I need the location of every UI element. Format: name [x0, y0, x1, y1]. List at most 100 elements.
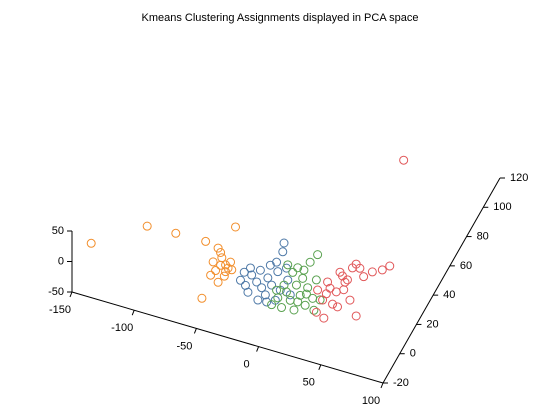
point — [221, 260, 231, 270]
x-tick — [318, 364, 322, 370]
point — [201, 236, 211, 246]
x-tick — [380, 382, 384, 389]
point — [279, 280, 289, 290]
point — [239, 267, 249, 277]
point — [263, 273, 273, 283]
point — [219, 271, 229, 281]
x-tick — [193, 328, 197, 334]
y-tick-label: -20 — [393, 377, 409, 389]
point — [291, 280, 301, 290]
x-tick-label: -100 — [111, 322, 133, 334]
point — [252, 277, 262, 287]
point — [221, 267, 231, 277]
point — [208, 257, 218, 267]
z-tick-label: 50 — [52, 225, 64, 237]
point — [288, 267, 298, 277]
y-tick-label: 120 — [510, 172, 528, 184]
chart-title: Kmeans Clustering Assignments displayed … — [142, 12, 419, 24]
point — [243, 287, 253, 297]
point — [311, 275, 321, 285]
point — [283, 260, 293, 270]
y-tick-label: 20 — [426, 318, 438, 330]
y-axis — [382, 177, 501, 384]
point — [303, 283, 313, 293]
point — [257, 283, 267, 293]
point — [399, 155, 409, 165]
x-tick — [256, 346, 260, 352]
point — [333, 302, 343, 312]
point — [313, 285, 323, 295]
x-axis — [71, 291, 384, 384]
point — [279, 238, 289, 248]
point — [206, 270, 216, 280]
point — [347, 263, 357, 273]
point — [385, 261, 395, 271]
point — [216, 247, 226, 257]
point — [305, 257, 315, 267]
point — [351, 311, 361, 321]
point — [226, 257, 236, 267]
point — [293, 263, 303, 273]
z-tick-label: -50 — [48, 286, 64, 298]
point — [328, 299, 338, 309]
z-tick-label: 0 — [58, 255, 64, 267]
x-tick — [131, 310, 135, 316]
point — [267, 300, 277, 310]
y-tick-label: 60 — [460, 260, 472, 272]
point — [273, 267, 283, 277]
point — [86, 238, 96, 248]
point — [171, 228, 181, 238]
point — [367, 267, 377, 277]
point — [299, 265, 309, 275]
point — [355, 263, 365, 273]
point — [262, 297, 272, 307]
point — [293, 297, 303, 307]
point — [211, 266, 221, 276]
point — [213, 243, 223, 253]
y-tick-label: 0 — [410, 348, 416, 360]
point — [142, 221, 152, 231]
point — [267, 280, 277, 290]
point — [345, 295, 355, 305]
y-tick-label: 80 — [477, 230, 489, 242]
x-tick-label: 0 — [244, 359, 250, 371]
point — [253, 295, 263, 305]
point — [235, 275, 245, 285]
x-tick — [69, 291, 73, 298]
point — [255, 265, 265, 275]
point — [323, 277, 333, 287]
point — [339, 285, 349, 295]
point — [197, 293, 207, 303]
point — [301, 289, 311, 299]
point — [313, 250, 323, 260]
point — [277, 303, 287, 313]
x-tick-label: -150 — [49, 304, 71, 316]
point — [231, 222, 241, 232]
point — [309, 305, 319, 315]
point — [272, 285, 282, 295]
point — [260, 290, 270, 300]
x-tick-label: 100 — [362, 395, 380, 407]
point — [359, 272, 369, 282]
point — [216, 260, 226, 270]
point — [318, 295, 328, 305]
point — [311, 307, 321, 317]
point — [272, 257, 282, 267]
point — [377, 265, 387, 275]
point — [278, 247, 288, 257]
point — [300, 300, 310, 310]
point — [315, 295, 325, 305]
point — [337, 271, 347, 281]
point — [245, 263, 255, 273]
point — [295, 290, 305, 300]
point — [319, 313, 329, 323]
x-tick-label: -50 — [176, 340, 192, 352]
x-tick-label: 50 — [303, 377, 315, 389]
y-tick-label: 40 — [443, 289, 455, 301]
y-tick-label: 100 — [493, 201, 511, 213]
point — [213, 277, 223, 287]
point — [289, 305, 299, 315]
